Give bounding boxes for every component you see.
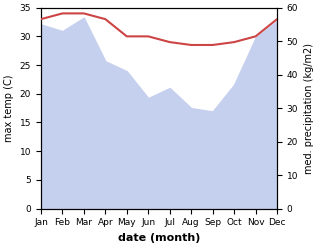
Y-axis label: max temp (C): max temp (C)	[4, 74, 14, 142]
Y-axis label: med. precipitation (kg/m2): med. precipitation (kg/m2)	[304, 43, 314, 174]
X-axis label: date (month): date (month)	[118, 233, 200, 243]
